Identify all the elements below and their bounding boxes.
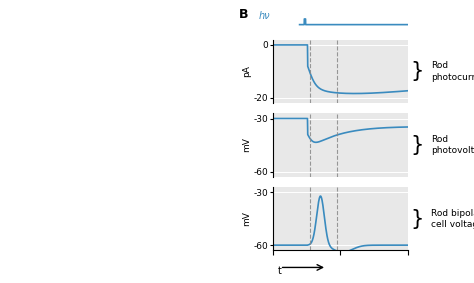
- Text: Rod
photovoltage: Rod photovoltage: [431, 135, 474, 155]
- Text: }: }: [410, 209, 423, 229]
- Text: Rod bipolar
cell voltage: Rod bipolar cell voltage: [431, 209, 474, 229]
- Text: hν: hν: [258, 10, 270, 21]
- Y-axis label: mV: mV: [242, 138, 251, 153]
- Text: }: }: [410, 135, 423, 155]
- Text: B: B: [239, 8, 249, 22]
- Text: t: t: [277, 266, 281, 276]
- Y-axis label: mV: mV: [242, 211, 251, 226]
- Y-axis label: pA: pA: [242, 66, 251, 77]
- Text: }: }: [410, 61, 423, 82]
- Text: Rod
photocurrent: Rod photocurrent: [431, 61, 474, 82]
